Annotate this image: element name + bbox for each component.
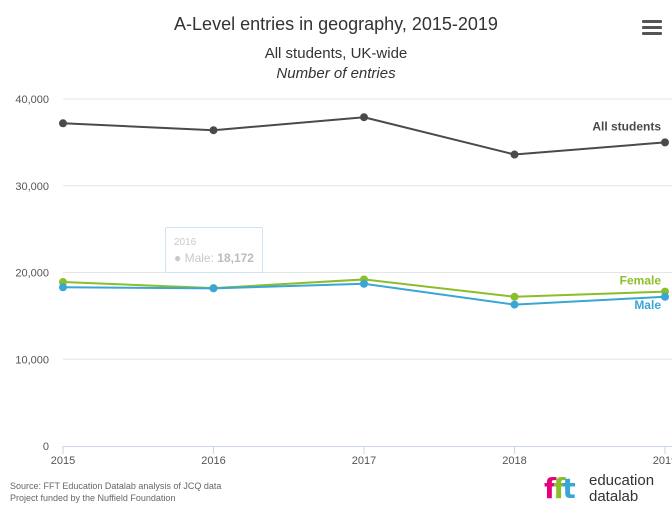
y-tick-label: 40,000 — [15, 94, 49, 106]
chart-subtitle: All students, UK-wide — [264, 45, 408, 62]
logo-word-datalab: datalab — [589, 488, 639, 505]
data-point — [59, 119, 67, 128]
data-point — [209, 284, 218, 293]
menu-bar — [642, 20, 662, 23]
data-point — [59, 283, 67, 292]
tooltip-label: Male: — [184, 251, 218, 265]
x-tick-label: 2018 — [502, 455, 526, 467]
logo-wordmark: education datalab — [589, 473, 654, 505]
tooltip: 2016 ● Male: 18,172 — [165, 227, 263, 273]
data-point — [510, 292, 519, 301]
data-point — [510, 150, 519, 159]
y-tick-label: 20,000 — [15, 268, 49, 280]
y-tick-label: 0 — [43, 441, 49, 453]
axes: 0 10,000 20,000 30,000 40,000 2015 2016 2017 201… — [15, 94, 672, 467]
fft-logo-mark: fft — [544, 472, 576, 505]
hamburger-menu-icon[interactable] — [642, 20, 662, 36]
tooltip-header: 2016 — [174, 237, 197, 248]
chart-title: A-Level entries in geography, 2015-2019 — [174, 14, 498, 34]
logo-letter-t: t — [562, 472, 576, 505]
logo-letter-f1: f — [544, 472, 556, 505]
data-point — [661, 292, 669, 301]
tooltip-body: ● Male: 18,172 — [174, 251, 254, 265]
x-tick-label: 2016 — [201, 455, 225, 467]
series-line — [62, 116, 666, 156]
data-point — [360, 279, 368, 288]
grid-lines — [63, 98, 672, 360]
source-note: Source: FFT Education Datalab analysis o… — [10, 481, 222, 491]
data-point — [510, 300, 519, 309]
chart-subtitle-units: Number of entries — [276, 65, 396, 82]
tooltip-value: 18,172 — [217, 251, 254, 265]
data-point — [661, 138, 669, 147]
series-group — [59, 113, 669, 309]
funding-note: Project funded by the Nuffield Foundatio… — [10, 493, 176, 503]
menu-bar — [642, 32, 662, 35]
education-datalab-logo[interactable]: fft education datalab — [544, 472, 672, 505]
data-point — [360, 113, 368, 122]
logo-word-education: education — [589, 472, 655, 489]
y-tick-label: 30,000 — [15, 181, 49, 193]
footer: Source: FFT Education Datalab analysis o… — [10, 480, 221, 504]
logo-letter-f2: f — [553, 472, 565, 505]
data-point — [209, 126, 218, 135]
series-label: Male — [634, 298, 661, 312]
x-tick-label: 2019 — [653, 455, 672, 467]
series-label: Female — [620, 274, 662, 288]
x-tick-label: 2017 — [352, 455, 376, 467]
menu-bar — [642, 26, 662, 29]
y-tick-label: 10,000 — [15, 354, 49, 366]
x-tick-label: 2015 — [51, 455, 75, 467]
tooltip-bullet-icon: ● — [174, 251, 182, 265]
series-labels: All students Female Male — [592, 119, 661, 311]
series-label: All students — [592, 119, 661, 133]
